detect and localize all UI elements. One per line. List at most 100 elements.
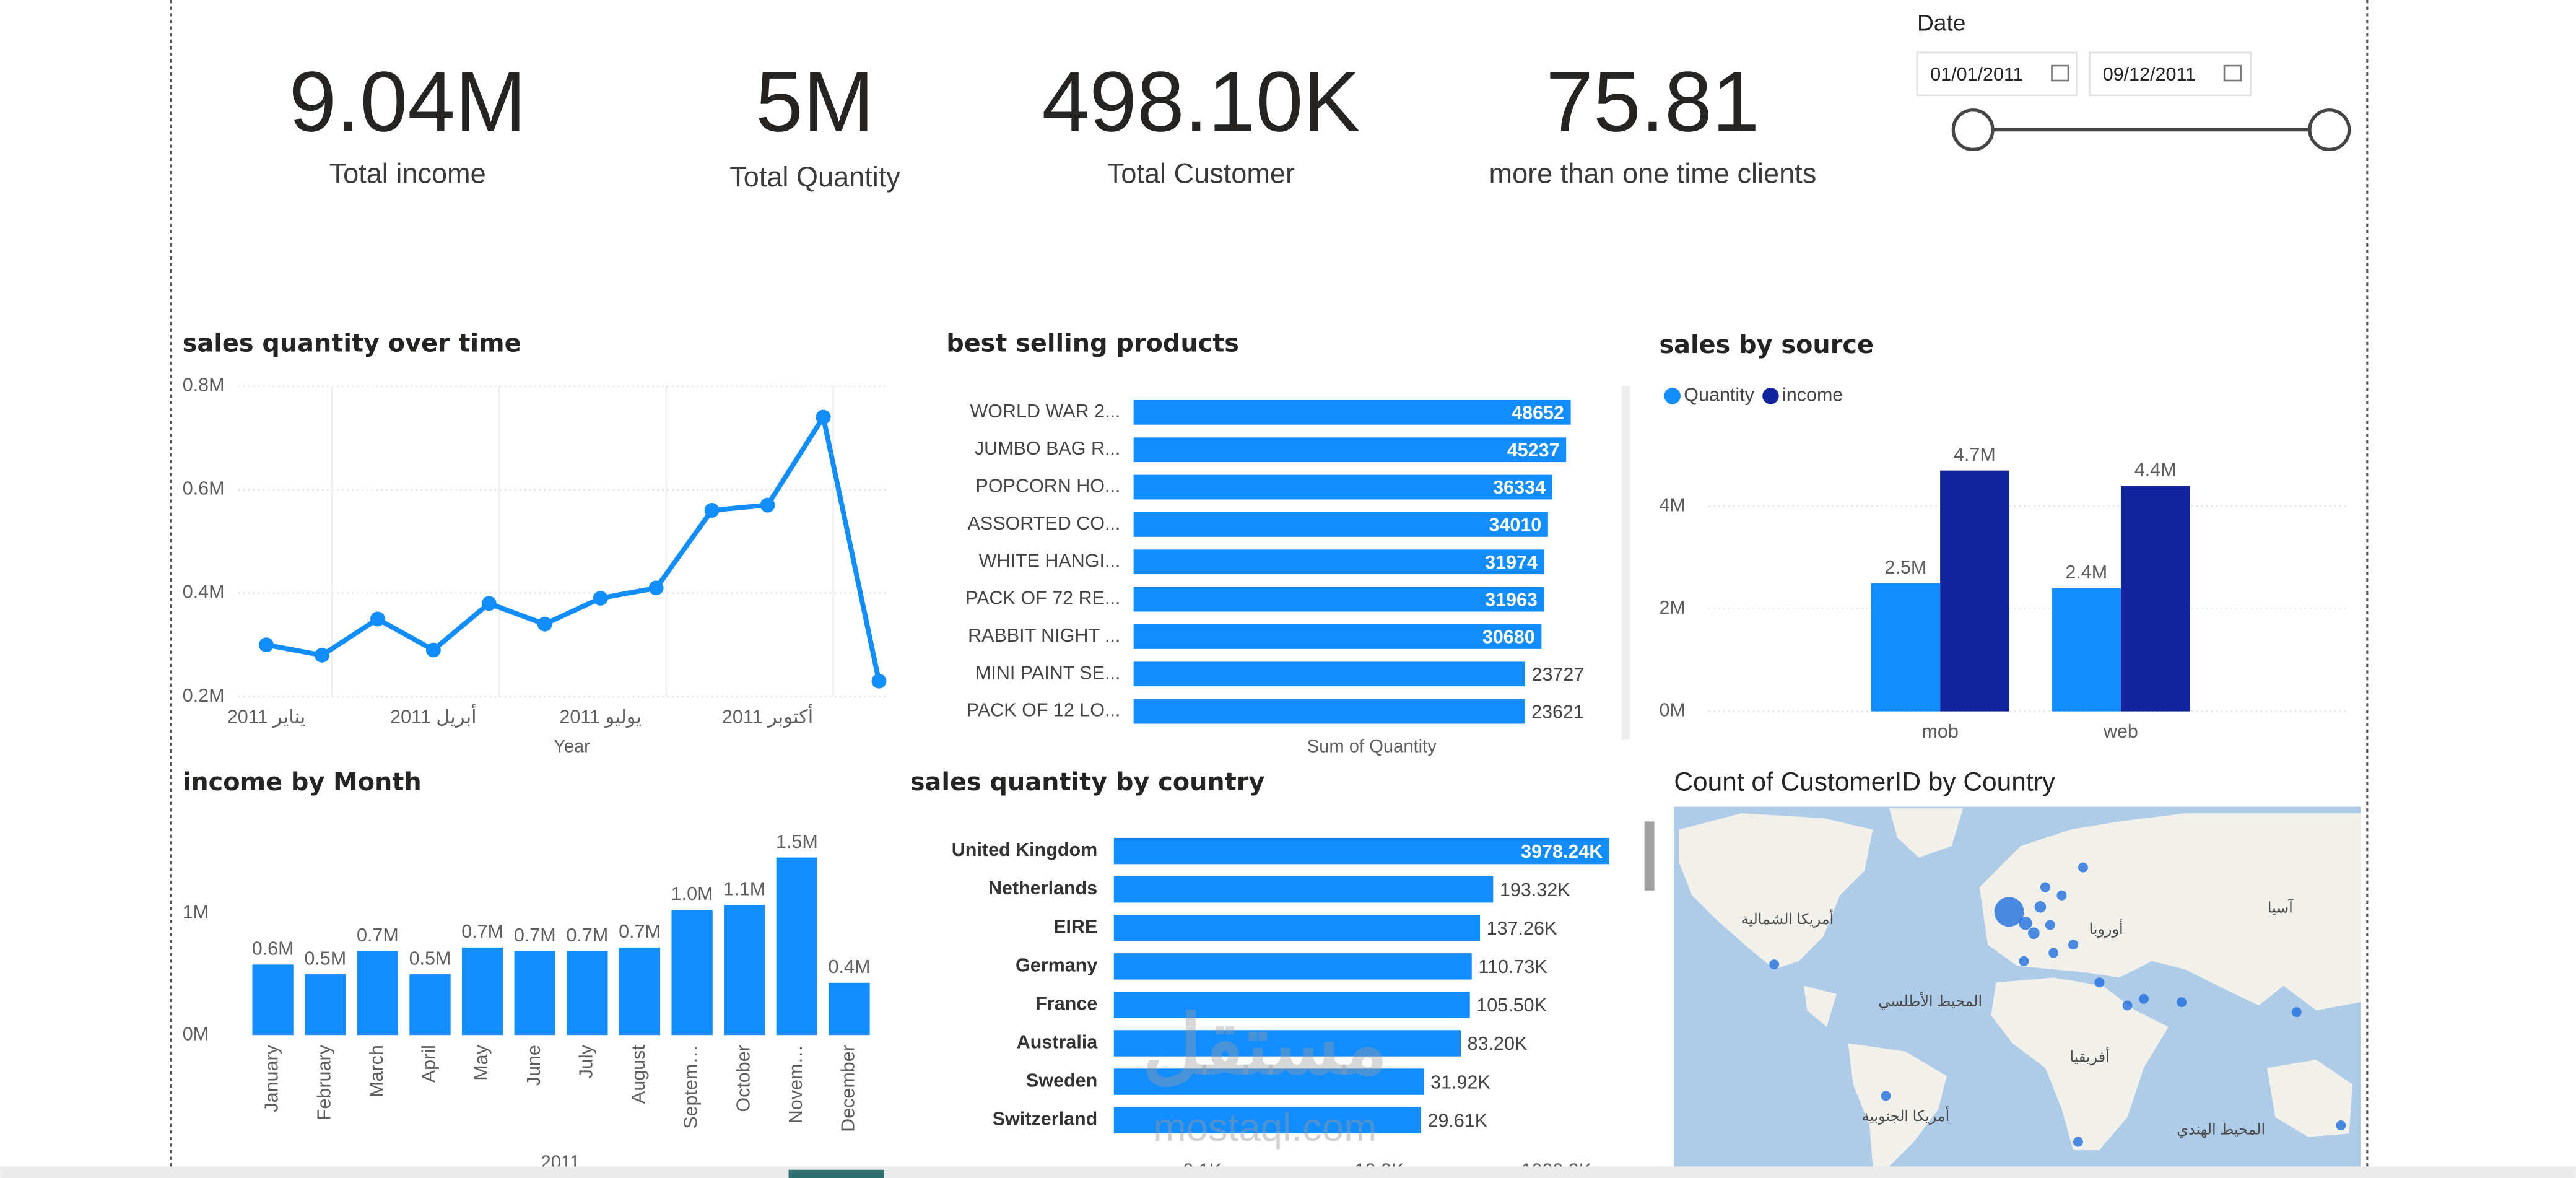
y-tick-label: EIRE <box>1053 916 1097 937</box>
y-tick-label: 0.8M <box>183 374 225 395</box>
x-tick-label: June <box>523 1045 544 1086</box>
bubble <box>2034 901 2047 913</box>
data-label: 0.7M <box>357 925 399 946</box>
bar <box>1133 512 1548 537</box>
bubble <box>2019 917 2032 930</box>
data-label: 0.4M <box>829 956 871 977</box>
map: Count of CustomerID by Country <box>1674 767 2361 1167</box>
x-tick-label: August <box>628 1045 649 1104</box>
chart-title: sales quantity by country <box>910 768 1265 796</box>
land <box>1991 977 2169 1150</box>
data-label: 1.5M <box>776 831 818 852</box>
bubble <box>2073 1137 2083 1147</box>
watermark: mostaql.com <box>1153 1106 1377 1150</box>
bubble <box>2048 948 2059 958</box>
chart-title: best selling products <box>946 329 1239 358</box>
scrollbar[interactable] <box>1644 821 1655 891</box>
bar <box>567 951 608 1036</box>
x-tick-label: أبريل 2011 <box>390 704 476 728</box>
bubble <box>2094 977 2105 988</box>
bubble <box>2122 1000 2133 1011</box>
map-label: أوروبا <box>2089 918 2123 938</box>
bubble <box>2078 862 2088 873</box>
date-end[interactable]: 09/12/2011 <box>2103 64 2196 85</box>
marker <box>370 611 385 627</box>
kpi-value: 498.10K <box>1042 55 1360 150</box>
data-label: 31.92K <box>1430 1071 1490 1093</box>
bar <box>514 951 555 1036</box>
data-label: 0.5M <box>409 948 451 969</box>
data-label: 4.4M <box>2134 460 2177 481</box>
bar <box>1113 953 1472 980</box>
bar <box>619 947 661 1036</box>
watermark: مستقل <box>1142 1000 1388 1091</box>
legend-label: income <box>1782 384 1843 405</box>
x-tick-label: April <box>419 1045 440 1083</box>
data-label: 23621 <box>1531 701 1584 722</box>
kpi-card: 75.81 more than one time clients <box>1489 55 1817 190</box>
data-label: 110.73K <box>1478 956 1547 977</box>
bubble <box>2040 882 2050 892</box>
y-tick-label: RABBIT NIGHT ... <box>968 625 1120 646</box>
kpi-value: 9.04M <box>289 55 526 150</box>
date-start[interactable]: 01/01/2011 <box>1930 64 2023 85</box>
data-label: 23727 <box>1532 664 1585 685</box>
y-tick-label: 1M <box>183 902 209 923</box>
x-tick-label: أكتوبر 2011 <box>722 704 813 728</box>
bubble <box>2336 1120 2346 1131</box>
bar <box>409 974 451 1036</box>
land <box>2267 1060 2352 1137</box>
slicer-title: Date <box>1917 10 1965 36</box>
data-label: 2.4M <box>2065 562 2107 583</box>
x-tick-label: يوليو 2011 <box>559 706 642 728</box>
slider-handle[interactable] <box>1951 108 1995 152</box>
data-label: 45237 <box>1507 440 1560 461</box>
map-bubbles <box>1769 862 2346 1147</box>
land <box>1803 985 1837 1027</box>
data-label: 2.5M <box>1885 557 1927 578</box>
x-tick-label: web <box>2103 721 2138 742</box>
y-tick-label: Switzerland <box>993 1109 1097 1130</box>
bar <box>1133 587 1544 612</box>
data-label: 193.32K <box>1500 879 1570 901</box>
x-tick-label: Septem… <box>681 1045 702 1129</box>
calendar-icon[interactable] <box>2051 64 2069 82</box>
legend-swatch <box>1762 388 1779 404</box>
bubble <box>2028 927 2040 940</box>
bar <box>1133 699 1525 724</box>
kpi-value: 75.81 <box>1546 55 1759 150</box>
calendar-icon[interactable] <box>2223 64 2242 82</box>
bar <box>1940 470 2009 712</box>
data-label: 83.20K <box>1468 1033 1528 1054</box>
bar <box>357 951 399 1036</box>
scrollbar[interactable] <box>1621 386 1630 740</box>
marker <box>593 591 608 606</box>
y-tick-label: Sweden <box>1026 1070 1097 1091</box>
marker <box>704 502 720 518</box>
x-tick-label: December <box>838 1045 859 1132</box>
page-tab[interactable] <box>788 1169 884 1178</box>
land <box>1889 808 1964 858</box>
y-tick-label: United Kingdom <box>952 839 1097 860</box>
bubble <box>2139 993 2149 1004</box>
map-label: المحيط الهندي <box>2177 1121 2265 1138</box>
bubble <box>1881 1091 1891 1101</box>
bar <box>1133 399 1571 425</box>
bar <box>305 974 346 1036</box>
chart-title: sales quantity over time <box>183 329 521 358</box>
y-tick-label: Australia <box>1017 1032 1099 1053</box>
bar <box>1113 837 1610 865</box>
bar <box>1113 1030 1461 1057</box>
map-label: المحيط الأطلسي <box>1878 991 1982 1010</box>
map-label: أمريكا الجنوبية <box>1862 1106 1950 1125</box>
slider-handle[interactable] <box>2308 108 2351 152</box>
map-label: آسيا <box>2268 898 2294 916</box>
marker <box>537 616 552 632</box>
date-input[interactable] <box>1916 51 2078 97</box>
bubble <box>2019 956 2029 966</box>
bar <box>671 910 713 1036</box>
x-tick-label: July <box>575 1044 596 1078</box>
x-tick-label: February <box>313 1044 334 1120</box>
bar <box>2052 588 2121 712</box>
